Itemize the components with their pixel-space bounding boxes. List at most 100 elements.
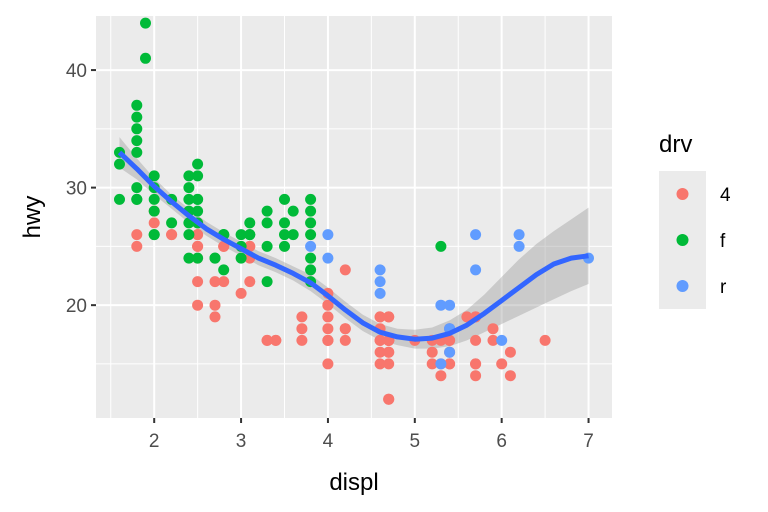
point-drv-4 (218, 276, 230, 288)
point-drv-4 (192, 276, 204, 288)
point-drv-4 (339, 334, 351, 346)
point-drv-f (192, 158, 204, 170)
legend-label-r: r (720, 277, 727, 298)
point-drv-4 (322, 299, 334, 311)
x-tick-label: 4 (323, 431, 334, 452)
point-drv-f (305, 193, 317, 205)
point-drv-f (131, 193, 143, 205)
point-drv-4 (339, 264, 351, 276)
point-drv-4 (539, 334, 551, 346)
point-drv-4 (131, 240, 143, 252)
point-drv-f (305, 217, 317, 229)
point-drv-f (140, 17, 151, 29)
point-drv-f (261, 205, 273, 217)
point-drv-f (192, 193, 204, 205)
point-drv-f (131, 182, 143, 194)
point-drv-f (131, 99, 143, 111)
point-drv-r (470, 229, 482, 241)
point-drv-r (496, 334, 508, 346)
point-drv-f (287, 205, 299, 217)
point-drv-f (305, 264, 317, 276)
point-drv-4 (131, 229, 143, 241)
point-drv-4 (244, 276, 256, 288)
plot-panel (96, 10, 633, 418)
point-drv-4 (383, 346, 395, 358)
point-drv-4 (322, 358, 334, 370)
point-drv-r (322, 252, 334, 264)
point-drv-4 (339, 323, 351, 335)
point-drv-4 (426, 358, 438, 370)
point-drv-f (235, 229, 247, 241)
point-drv-4 (504, 346, 516, 358)
point-drv-4 (487, 334, 499, 346)
point-drv-f (131, 123, 143, 135)
y-tick-label: 40 (66, 61, 87, 82)
point-drv-r (374, 287, 386, 299)
point-drv-4 (270, 334, 282, 346)
point-drv-f (244, 229, 256, 241)
axes: 2 3 4 5 6 7 20 30 40 (66, 61, 594, 452)
point-drv-f (131, 111, 143, 123)
legend-key-r (676, 280, 689, 292)
point-drv-f (148, 229, 160, 241)
point-drv-f (261, 276, 273, 288)
point-drv-f (279, 229, 290, 241)
y-tick-label: 30 (66, 179, 87, 200)
point-drv-f (183, 170, 195, 182)
point-drv-4 (374, 334, 386, 346)
point-drv-4 (383, 311, 395, 323)
point-drv-4 (209, 276, 221, 288)
point-drv-4 (383, 358, 395, 370)
loess-line (117, 150, 589, 342)
point-drv-f (183, 182, 195, 194)
point-drv-f (148, 205, 160, 217)
point-drv-f (279, 193, 290, 205)
point-drv-4 (209, 311, 221, 323)
point-drv-4 (235, 287, 247, 299)
point-drv-f (305, 229, 317, 241)
point-drv-4 (374, 358, 386, 370)
point-drv-4 (374, 346, 386, 358)
point-drv-4 (322, 311, 334, 323)
point-drv-f (435, 240, 447, 252)
x-tick-label: 2 (149, 431, 160, 452)
point-drv-4 (296, 334, 308, 346)
point-drv-4 (470, 370, 482, 382)
point-drv-4 (322, 334, 334, 346)
point-drv-f (235, 252, 247, 264)
point-drv-f (148, 193, 160, 205)
point-drv-f (183, 229, 195, 241)
point-drv-4 (218, 240, 230, 252)
point-drv-r (374, 276, 386, 288)
point-drv-f (279, 217, 290, 229)
point-drv-f (287, 229, 299, 241)
point-drv-f (131, 135, 143, 147)
x-tick-label: 5 (410, 431, 421, 452)
legend-key-f (676, 234, 689, 246)
point-drv-r (374, 264, 386, 276)
point-drv-f (114, 158, 125, 170)
point-drv-f (131, 146, 143, 158)
point-drv-4 (374, 311, 386, 323)
point-drv-4 (261, 334, 273, 346)
point-drv-f (192, 170, 204, 182)
point-drv-4 (383, 393, 395, 405)
point-drv-4 (435, 370, 447, 382)
point-drv-r (305, 240, 317, 252)
point-drv-4 (444, 358, 456, 370)
point-drv-r (435, 299, 447, 311)
point-drv-f (114, 193, 125, 205)
x-tick-label: 7 (583, 431, 594, 452)
point-drv-4 (444, 334, 456, 346)
point-drv-r (444, 299, 456, 311)
legend: drv 4 f r (659, 131, 731, 309)
smooth-line (117, 150, 589, 342)
point-drv-4 (296, 323, 308, 335)
panel-background (96, 16, 612, 418)
legend-key-4 (676, 188, 689, 200)
point-drv-f (166, 217, 178, 229)
point-drv-r (322, 229, 334, 241)
point-drv-f (209, 252, 221, 264)
point-drv-4 (148, 217, 160, 229)
